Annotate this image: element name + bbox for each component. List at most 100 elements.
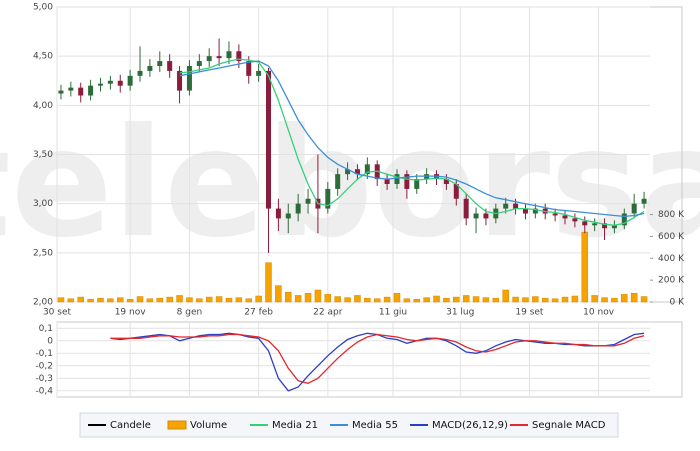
y-tick-label: -0,4: [35, 386, 53, 396]
candle-body: [453, 184, 459, 199]
volume-bar: [235, 297, 243, 303]
y-tick-label: -0,2: [35, 361, 53, 371]
volume-bar: [630, 293, 638, 303]
candle-body: [196, 61, 202, 66]
line-series: [110, 333, 645, 384]
x-tick-label: 11 giu: [379, 308, 407, 318]
x-tick-label: 19 set: [515, 308, 544, 318]
y-tick-label: 0: [47, 336, 53, 346]
volume-bar: [196, 298, 203, 303]
candle-body: [631, 203, 637, 214]
volume-bar: [97, 297, 104, 303]
candle-body: [275, 208, 281, 219]
volume-bar: [215, 296, 223, 303]
candle-body: [354, 169, 360, 175]
candle-body: [325, 188, 331, 209]
x-tick-label: 27 feb: [244, 308, 273, 318]
candle-body: [394, 174, 400, 184]
volume-bar: [344, 297, 351, 303]
volume-bar: [57, 297, 65, 303]
candle-body: [117, 80, 123, 86]
candle-body: [266, 70, 272, 209]
candle-body: [611, 225, 617, 229]
candle-body: [532, 208, 538, 214]
line-series: [110, 332, 645, 392]
legend-label: Media 21: [272, 420, 318, 431]
volume-bar: [294, 295, 302, 303]
candle-body: [58, 90, 64, 94]
candle-body: [107, 80, 113, 84]
y-tick-label: 4,50: [33, 52, 53, 62]
volume-bar: [166, 296, 173, 303]
volume-bar: [551, 298, 559, 303]
candle-body: [68, 87, 74, 91]
volume-bar: [482, 297, 490, 303]
candle-body: [78, 87, 84, 96]
candle-body: [157, 61, 163, 66]
volume-bar: [522, 297, 529, 303]
candle-body: [285, 213, 291, 219]
x-tick-label: 22 apr: [313, 308, 343, 318]
volume-bar: [611, 297, 618, 303]
candle-body: [97, 83, 103, 86]
x-tick-label: 8 gen: [177, 308, 203, 318]
candle-body: [503, 203, 509, 209]
volume-bar: [443, 297, 450, 303]
volume-bar: [67, 298, 75, 303]
volume-bar: [512, 296, 519, 303]
volume-bar: [532, 296, 539, 303]
volume-bar: [304, 293, 312, 303]
volume-bar: [472, 296, 480, 303]
candle-body: [414, 179, 420, 189]
legend-label: Segnale MACD: [532, 420, 606, 431]
volume-bar: [176, 295, 183, 303]
candle-body: [246, 61, 252, 76]
legend-label: Volume: [190, 420, 227, 431]
line-series: [179, 60, 645, 218]
volume-bar: [591, 295, 598, 303]
volume-bar: [156, 297, 164, 303]
legend-label: MACD(26,12,9): [432, 420, 508, 431]
volume-bar: [581, 231, 589, 303]
y-tick-label: 4,00: [33, 101, 53, 111]
legend-label: Media 55: [352, 420, 398, 431]
volume-bar: [541, 297, 549, 303]
candle-body: [641, 198, 647, 204]
candle-body: [226, 51, 232, 59]
candle-body: [177, 70, 183, 91]
volume-bar: [462, 295, 470, 303]
candle-body: [562, 215, 568, 219]
y-tick-label: 5,00: [33, 3, 53, 13]
y2-tick-label: 800 K: [658, 210, 685, 220]
candle-body: [384, 179, 390, 184]
candle-body: [364, 164, 370, 175]
volume-bar: [225, 297, 233, 303]
volume-bar: [255, 295, 262, 303]
volume-bar: [403, 298, 411, 303]
legend-swatch: [167, 420, 187, 430]
candle-body: [552, 213, 558, 216]
candle-body: [592, 223, 598, 226]
legend-label: Candele: [110, 420, 151, 431]
volume-bar: [453, 296, 460, 303]
volume-bar: [364, 297, 371, 303]
candle-body: [305, 198, 311, 204]
candle-body: [206, 56, 212, 62]
candle-body: [147, 66, 153, 71]
volume-bar: [324, 294, 332, 303]
candle-body: [522, 208, 528, 214]
volume-bar: [571, 295, 579, 303]
candle-body: [345, 169, 351, 175]
volume-bar: [126, 299, 134, 303]
volume-bar: [136, 296, 144, 303]
candle-body: [513, 203, 519, 209]
watermark: teleborsa: [0, 97, 700, 271]
y-tick-label: 3,50: [33, 150, 53, 160]
volume-bar: [87, 299, 94, 303]
volume-bar: [383, 296, 391, 303]
volume-bar: [334, 296, 341, 303]
candle-body: [473, 213, 479, 219]
candle-body: [256, 70, 262, 76]
candle-body: [443, 179, 449, 184]
